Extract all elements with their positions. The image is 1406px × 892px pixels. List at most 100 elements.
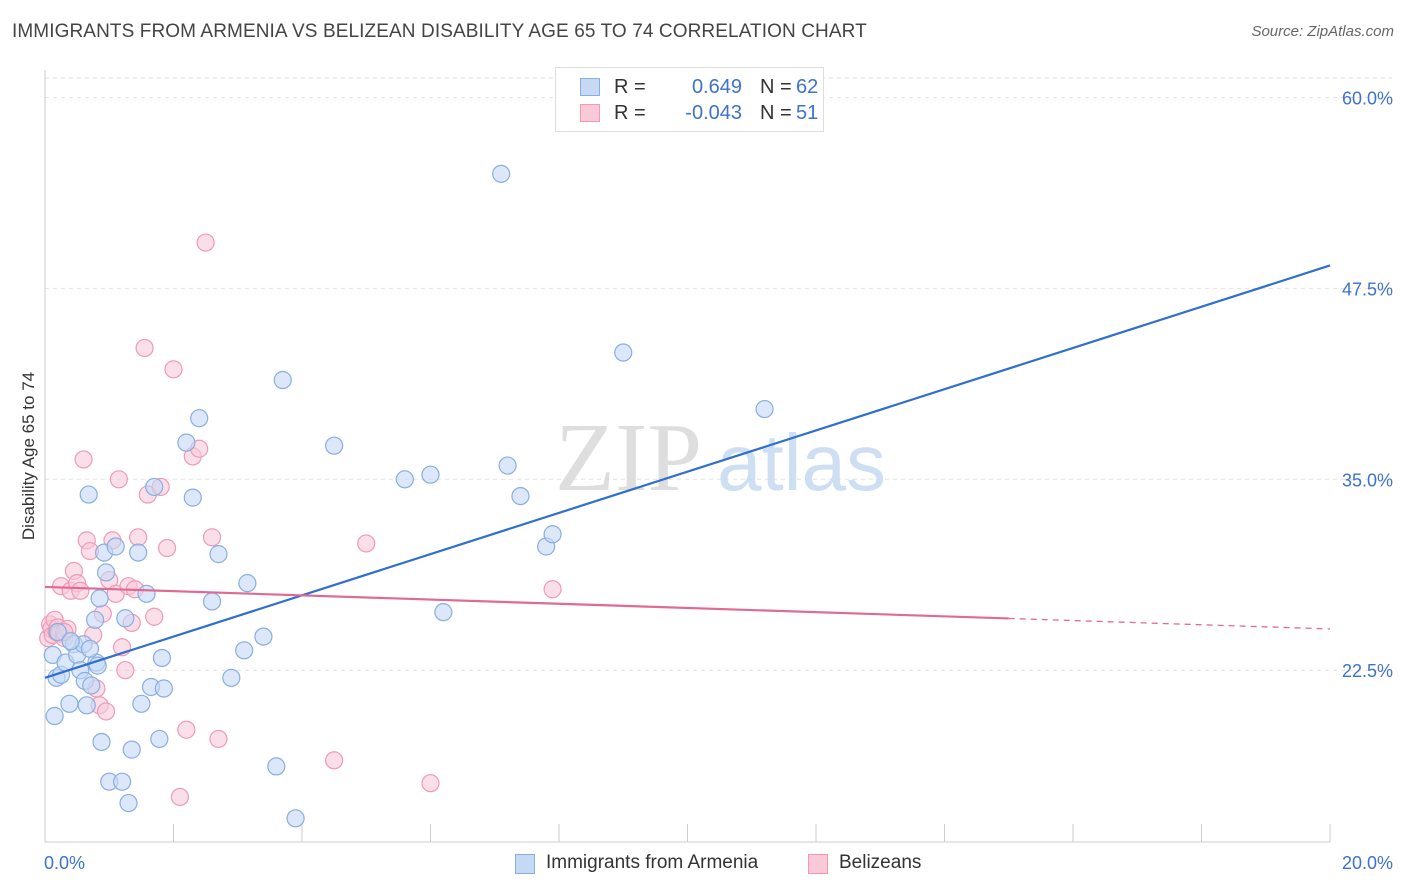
armenia-point [106, 537, 125, 556]
armenia-point [116, 609, 135, 628]
armenia-point [325, 436, 344, 455]
belizeans-point [109, 470, 128, 489]
y-tick-label: 22.5% [1342, 661, 1393, 681]
source-credit: Source: ZipAtlas.com [1251, 23, 1394, 40]
armenia-point [395, 470, 414, 489]
watermark-atlas: atlas [717, 418, 886, 507]
armenia-point [238, 574, 257, 593]
legend-swatch-armenia [515, 854, 535, 874]
belizeans-point [325, 751, 344, 770]
belizeans-trend-extension [1008, 617, 1331, 630]
legend-r-value: 0.649 [691, 76, 742, 98]
tick-labels: 22.5% 35.0% 47.5% 60.0% 0.0% 20.0% [44, 88, 1393, 873]
armenia-point [235, 641, 254, 660]
armenia-point [92, 732, 111, 752]
legend-n-value: 62 [796, 76, 819, 98]
y-tick-label: 35.0% [1342, 470, 1393, 490]
legend-n-label: N = [760, 76, 792, 98]
armenia-point [96, 563, 116, 582]
armenia-point [183, 488, 202, 507]
belizeans-point [129, 528, 148, 547]
belizeans-point [170, 787, 190, 807]
armenia-points [43, 105, 774, 828]
legend-r-label: R = [614, 102, 646, 124]
axes [44, 70, 1331, 843]
armenia-point [421, 465, 440, 484]
legend-swatch-belize [580, 104, 600, 122]
correlation-legend: R = 0.649 N = 62 R = -0.043 N = 51 [555, 67, 824, 132]
armenia-point [614, 343, 633, 362]
trend-lines [44, 264, 1331, 679]
armenia-point [90, 589, 109, 608]
belizeans-point [196, 233, 215, 252]
belizeans-point [96, 702, 116, 721]
armenia-point [77, 696, 96, 715]
belizeans-point [145, 607, 164, 626]
watermark-zip: ZIP [555, 404, 702, 512]
armenia-point [267, 757, 286, 776]
armenia-point [190, 409, 209, 428]
legend-n-value: 51 [796, 102, 819, 124]
armenia-trend-line [44, 264, 1331, 679]
armenia-point [511, 486, 530, 506]
legend-label-belize: Belizeans [839, 852, 922, 873]
armenia-point [61, 632, 80, 651]
armenia-point [122, 740, 141, 759]
armenia-point [145, 477, 164, 497]
legend-swatch-belize [808, 854, 828, 874]
watermark: ZIP atlas [555, 404, 886, 512]
legend-r-value: -0.043 [685, 102, 742, 124]
armenia-point [154, 679, 173, 698]
belizeans-trend-line [44, 585, 1009, 620]
belizeans-point [543, 580, 562, 599]
armenia-point [755, 399, 774, 419]
armenia-point [60, 694, 79, 713]
armenia-point [209, 545, 228, 564]
belizeans-point [209, 729, 228, 749]
armenia-point [222, 668, 241, 687]
belizeans-point [177, 720, 196, 739]
armenia-point [86, 610, 105, 629]
y-tick-label: 60.0% [1342, 88, 1393, 108]
armenia-point [80, 639, 100, 658]
armenia-point [177, 433, 196, 452]
armenia-point [82, 676, 101, 695]
belizeans-point [421, 774, 440, 793]
armenia-point [498, 456, 517, 475]
legend-swatch-armenia [580, 78, 600, 96]
belizeans-point [202, 528, 222, 547]
armenia-point [132, 694, 151, 713]
armenia-point [112, 772, 132, 791]
legend-r-label: R = [614, 76, 646, 98]
x-tick-label: 20.0% [1342, 853, 1393, 873]
belizeans-point [357, 534, 376, 553]
armenia-point [129, 543, 148, 562]
belizeans-points [39, 233, 562, 807]
y-axis-label: Disability Age 65 to 74 [19, 372, 38, 540]
armenia-point [45, 706, 64, 726]
y-tick-label: 47.5% [1342, 279, 1393, 299]
belizeans-point [135, 338, 154, 358]
armenia-point [492, 164, 511, 183]
armenia-point [254, 627, 273, 646]
belizeans-point [164, 360, 183, 379]
armenia-point [152, 648, 172, 668]
armenia-point [273, 370, 292, 390]
armenia-point [286, 809, 305, 828]
armenia-point [137, 584, 156, 603]
belizeans-point [74, 450, 93, 469]
x-tick-label: 0.0% [44, 853, 85, 873]
belizeans-point [157, 538, 177, 558]
legend-n-label: N = [760, 102, 792, 124]
chart-title: IMMIGRANTS FROM ARMENIA VS BELIZEAN DISA… [12, 21, 867, 42]
armenia-point [434, 603, 453, 622]
armenia-point [48, 622, 67, 642]
legend-label-armenia: Immigrants from Armenia [546, 852, 759, 873]
armenia-point [150, 729, 169, 749]
armenia-point [202, 592, 222, 611]
armenia-point [79, 485, 98, 504]
belizeans-point [71, 581, 90, 600]
belizeans-point [116, 661, 135, 680]
armenia-point [119, 793, 138, 813]
